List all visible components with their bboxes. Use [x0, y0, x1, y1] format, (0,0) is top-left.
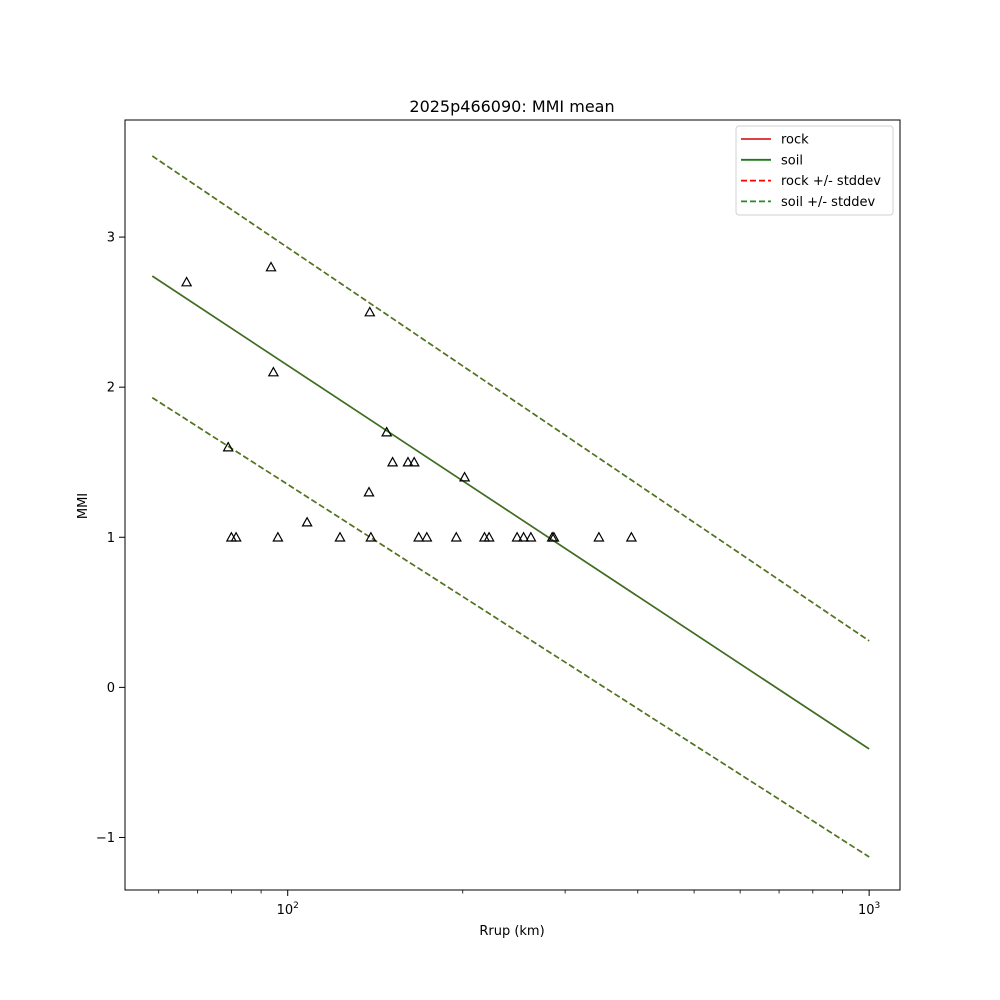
data-point: [364, 306, 376, 317]
data-point: [222, 441, 234, 452]
data-point: [525, 531, 537, 542]
y-tick-label: 2: [107, 381, 115, 396]
data-point: [301, 516, 313, 527]
data-point: [421, 531, 433, 542]
data-point: [381, 426, 393, 437]
data-point: [483, 531, 495, 542]
y-tick-label: 1: [107, 531, 115, 546]
legend-label: rock +/- stddev: [781, 174, 881, 189]
legend-label: rock: [781, 133, 809, 148]
data-point: [334, 531, 346, 542]
data-point: [180, 276, 193, 287]
data-point: [365, 531, 377, 542]
legend-label: soil +/- stddev: [781, 195, 876, 210]
series-line-soil-stddev: [151, 155, 870, 642]
x-tick-label: 103: [858, 901, 880, 918]
data-point: [517, 531, 530, 542]
plot-area: 102 103 −1 0 1 2 3: [96, 119, 901, 918]
data-point: [408, 456, 420, 467]
series-line-soil: [151, 275, 870, 750]
legend-box: [735, 125, 894, 216]
data-point: [625, 531, 638, 542]
data-point: [267, 366, 280, 377]
axes-frame: [124, 119, 901, 891]
data-point: [265, 261, 277, 272]
series-line-soil-stddev-lower: [151, 397, 870, 858]
data-point: [386, 456, 399, 467]
y-tick-label: 3: [107, 231, 115, 246]
data-point: [230, 531, 242, 542]
legend-label: soil: [781, 153, 803, 168]
y-tick-label: −1: [96, 831, 115, 846]
x-axis-label: Rrup (km): [479, 924, 544, 939]
chart-title: 2025p466090: MMI mean: [409, 97, 614, 116]
data-point: [458, 471, 471, 482]
data-point: [413, 531, 425, 542]
data-point: [272, 531, 284, 542]
data-point: [593, 531, 605, 542]
data-point: [548, 531, 560, 542]
data-point: [450, 531, 462, 542]
legend: rock soil rock +/- stddev soil +/- stddev: [735, 125, 894, 216]
y-tick-label: 0: [107, 681, 115, 696]
x-tick-label: 102: [277, 901, 299, 918]
data-point: [511, 531, 523, 542]
data-point: [402, 456, 414, 467]
data-point: [363, 486, 375, 497]
y-axis-label: MMI: [76, 493, 91, 519]
